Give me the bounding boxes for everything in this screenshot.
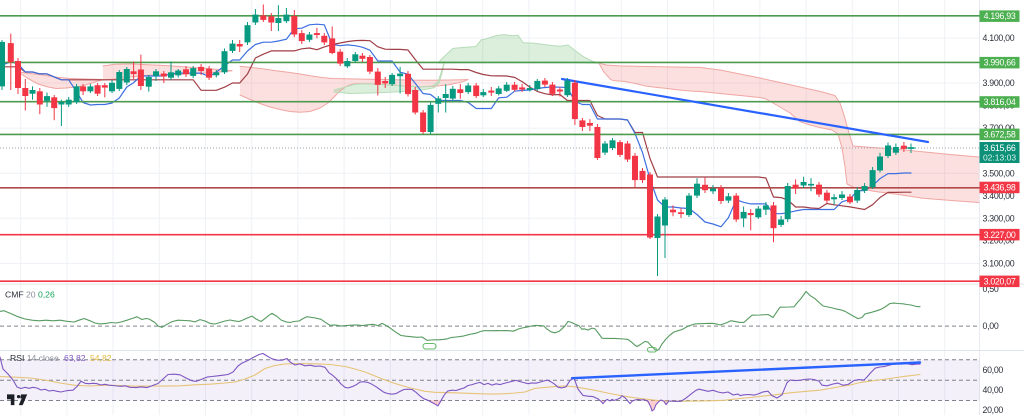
svg-text:3.200,00: 3.200,00 xyxy=(983,236,1015,246)
svg-text:02:13:03: 02:13:03 xyxy=(983,153,1016,163)
svg-text:3.100,00: 3.100,00 xyxy=(983,259,1015,269)
svg-text:3.816,04: 3.816,04 xyxy=(984,97,1016,107)
svg-text:3.615,66: 3.615,66 xyxy=(984,143,1016,153)
svg-text:63,82: 63,82 xyxy=(64,353,86,363)
svg-text:3.990,66: 3.990,66 xyxy=(984,58,1016,68)
svg-text:0,50: 0,50 xyxy=(983,284,999,294)
svg-text:20,00: 20,00 xyxy=(983,405,1004,415)
svg-text:3.700,00: 3.700,00 xyxy=(983,123,1015,133)
svg-text:3.227,00: 3.227,00 xyxy=(984,230,1016,240)
svg-text:3.020,07: 3.020,07 xyxy=(984,277,1016,287)
svg-text:3.672,58: 3.672,58 xyxy=(984,129,1016,139)
svg-text:3.500,00: 3.500,00 xyxy=(983,168,1015,178)
svg-text:3.436,98: 3.436,98 xyxy=(984,183,1016,193)
svg-text:3.400,00: 3.400,00 xyxy=(983,191,1015,201)
svg-text:0,00: 0,00 xyxy=(983,321,999,331)
svg-text:54,82: 54,82 xyxy=(90,353,112,363)
svg-text:0,26: 0,26 xyxy=(38,290,55,300)
svg-text:3.300,00: 3.300,00 xyxy=(983,213,1015,223)
svg-text:60,00: 60,00 xyxy=(983,365,1004,375)
svg-text:4.100,00: 4.100,00 xyxy=(983,33,1015,43)
svg-text:40,00: 40,00 xyxy=(983,385,1004,395)
svg-text:4.196,93: 4.196,93 xyxy=(984,11,1016,21)
svg-text:RSI 14 close: RSI 14 close xyxy=(10,353,59,363)
svg-text:3.900,00: 3.900,00 xyxy=(983,78,1015,88)
svg-text:CMF 20: CMF 20 xyxy=(5,290,36,300)
